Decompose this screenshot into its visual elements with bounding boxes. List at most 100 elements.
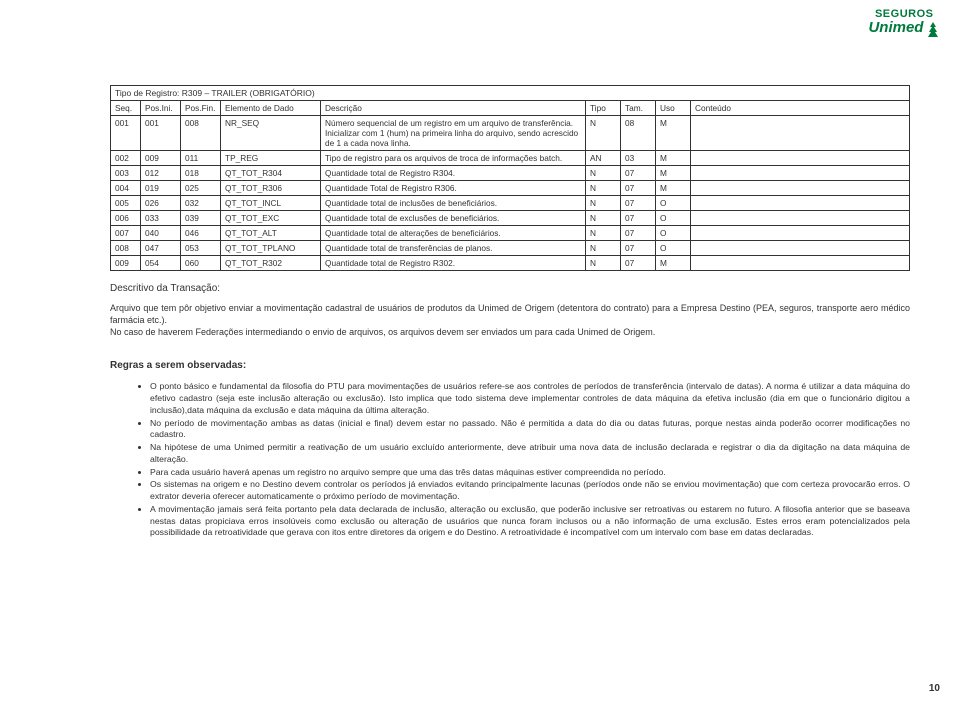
table-cell: 07 [621,256,656,271]
table-cell: 012 [141,166,181,181]
table-cell: AN [586,151,621,166]
table-cell: M [656,151,691,166]
table-cell: 07 [621,211,656,226]
table-cell: M [656,181,691,196]
table-cell: 008 [181,116,221,151]
table-cell: N [586,226,621,241]
table-cell: N [586,166,621,181]
th-cont: Conteúdo [691,101,910,116]
table-cell: TP_REG [221,151,321,166]
table-cell [691,241,910,256]
table-cell: 008 [111,241,141,256]
rule-item: Os sistemas na origem e no Destino devem… [150,479,910,502]
th-uso: Uso [656,101,691,116]
table-cell: 007 [111,226,141,241]
table-cell: Quantidade total de alterações de benefi… [321,226,586,241]
table-cell [691,256,910,271]
table-cell [691,196,910,211]
th-posini: Pos.Ini. [141,101,181,116]
rules-list: O ponto básico e fundamental da filosofi… [150,381,910,539]
table-row: 008047053QT_TOT_TPLANOQuantidade total d… [111,241,910,256]
table-cell: Tipo de registro para os arquivos de tro… [321,151,586,166]
table-cell: O [656,196,691,211]
page-content: Tipo de Registro: R309 – TRAILER (OBRIGA… [110,85,910,540]
table-cell: 018 [181,166,221,181]
table-cell: 053 [181,241,221,256]
rule-item: O ponto básico e fundamental da filosofi… [150,381,910,416]
table-cell: 046 [181,226,221,241]
table-cell: M [656,116,691,151]
table-cell: O [656,226,691,241]
table-cell: Quantidade total de inclusões de benefic… [321,196,586,211]
table-cell: 001 [111,116,141,151]
page-number: 10 [929,683,940,694]
rules-heading: Regras a serem observadas: [110,360,910,371]
table-cell: Número sequencial de um registro em um a… [321,116,586,151]
th-posfin: Pos.Fin. [181,101,221,116]
table-cell: Quantidade total de exclusões de benefic… [321,211,586,226]
table-cell: O [656,241,691,256]
brand-line2: Unimed [868,19,923,36]
brand-logo: SEGUROS Unimed [868,8,940,38]
rule-item: No período de movimentação ambas as data… [150,418,910,441]
rule-item: A movimentação jamais será feita portant… [150,504,910,539]
descriptive-body: Arquivo que tem pôr objetivo enviar a mo… [110,302,910,338]
table-cell: M [656,256,691,271]
table-title: Tipo de Registro: R309 – TRAILER (OBRIGA… [111,86,910,101]
table-cell: Quantidade total de Registro R302. [321,256,586,271]
table-cell: N [586,181,621,196]
table-cell: 006 [111,211,141,226]
table-cell: QT_TOT_R306 [221,181,321,196]
table-cell: O [656,211,691,226]
table-cell [691,151,910,166]
record-spec-table: Tipo de Registro: R309 – TRAILER (OBRIGA… [110,85,910,271]
table-cell: 033 [141,211,181,226]
th-tam: Tam. [621,101,656,116]
table-cell: N [586,211,621,226]
rule-item: Para cada usuário haverá apenas um regis… [150,467,910,479]
table-cell: 07 [621,241,656,256]
table-cell: 07 [621,226,656,241]
table-cell: 005 [111,196,141,211]
table-cell: 07 [621,181,656,196]
table-cell: 039 [181,211,221,226]
table-cell: 047 [141,241,181,256]
table-cell: QT_TOT_INCL [221,196,321,211]
table-row: 002009011TP_REGTipo de registro para os … [111,151,910,166]
table-cell: 001 [141,116,181,151]
table-cell: 026 [141,196,181,211]
table-cell: 003 [111,166,141,181]
rule-item: Na hipótese de uma Unimed permitir a rea… [150,442,910,465]
table-row: 003012018QT_TOT_R304Quantidade total de … [111,166,910,181]
pine-icon [926,22,940,38]
table-cell: 025 [181,181,221,196]
table-cell: QT_TOT_R304 [221,166,321,181]
table-cell: Quantidade total de Registro R304. [321,166,586,181]
table-cell: 011 [181,151,221,166]
table-cell: N [586,196,621,211]
table-cell [691,181,910,196]
th-tipo: Tipo [586,101,621,116]
table-cell: 004 [111,181,141,196]
th-desc: Descrição [321,101,586,116]
table-cell: 03 [621,151,656,166]
th-seq: Seq. [111,101,141,116]
table-row: 004019025QT_TOT_R306Quantidade Total de … [111,181,910,196]
th-elem: Elemento de Dado [221,101,321,116]
descriptive-heading: Descritivo da Transação: [110,283,910,294]
table-cell: N [586,241,621,256]
table-cell: 032 [181,196,221,211]
table-cell: 002 [111,151,141,166]
table-cell [691,116,910,151]
table-cell: 054 [141,256,181,271]
table-row: 006033039QT_TOT_EXCQuantidade total de e… [111,211,910,226]
table-cell: QT_TOT_TPLANO [221,241,321,256]
table-cell: QT_TOT_EXC [221,211,321,226]
table-title-row: Tipo de Registro: R309 – TRAILER (OBRIGA… [111,86,910,101]
table-cell: 009 [111,256,141,271]
table-header-row: Seq. Pos.Ini. Pos.Fin. Elemento de Dado … [111,101,910,116]
table-cell [691,211,910,226]
table-cell: NR_SEQ [221,116,321,151]
table-cell [691,226,910,241]
table-row: 007040046QT_TOT_ALTQuantidade total de a… [111,226,910,241]
